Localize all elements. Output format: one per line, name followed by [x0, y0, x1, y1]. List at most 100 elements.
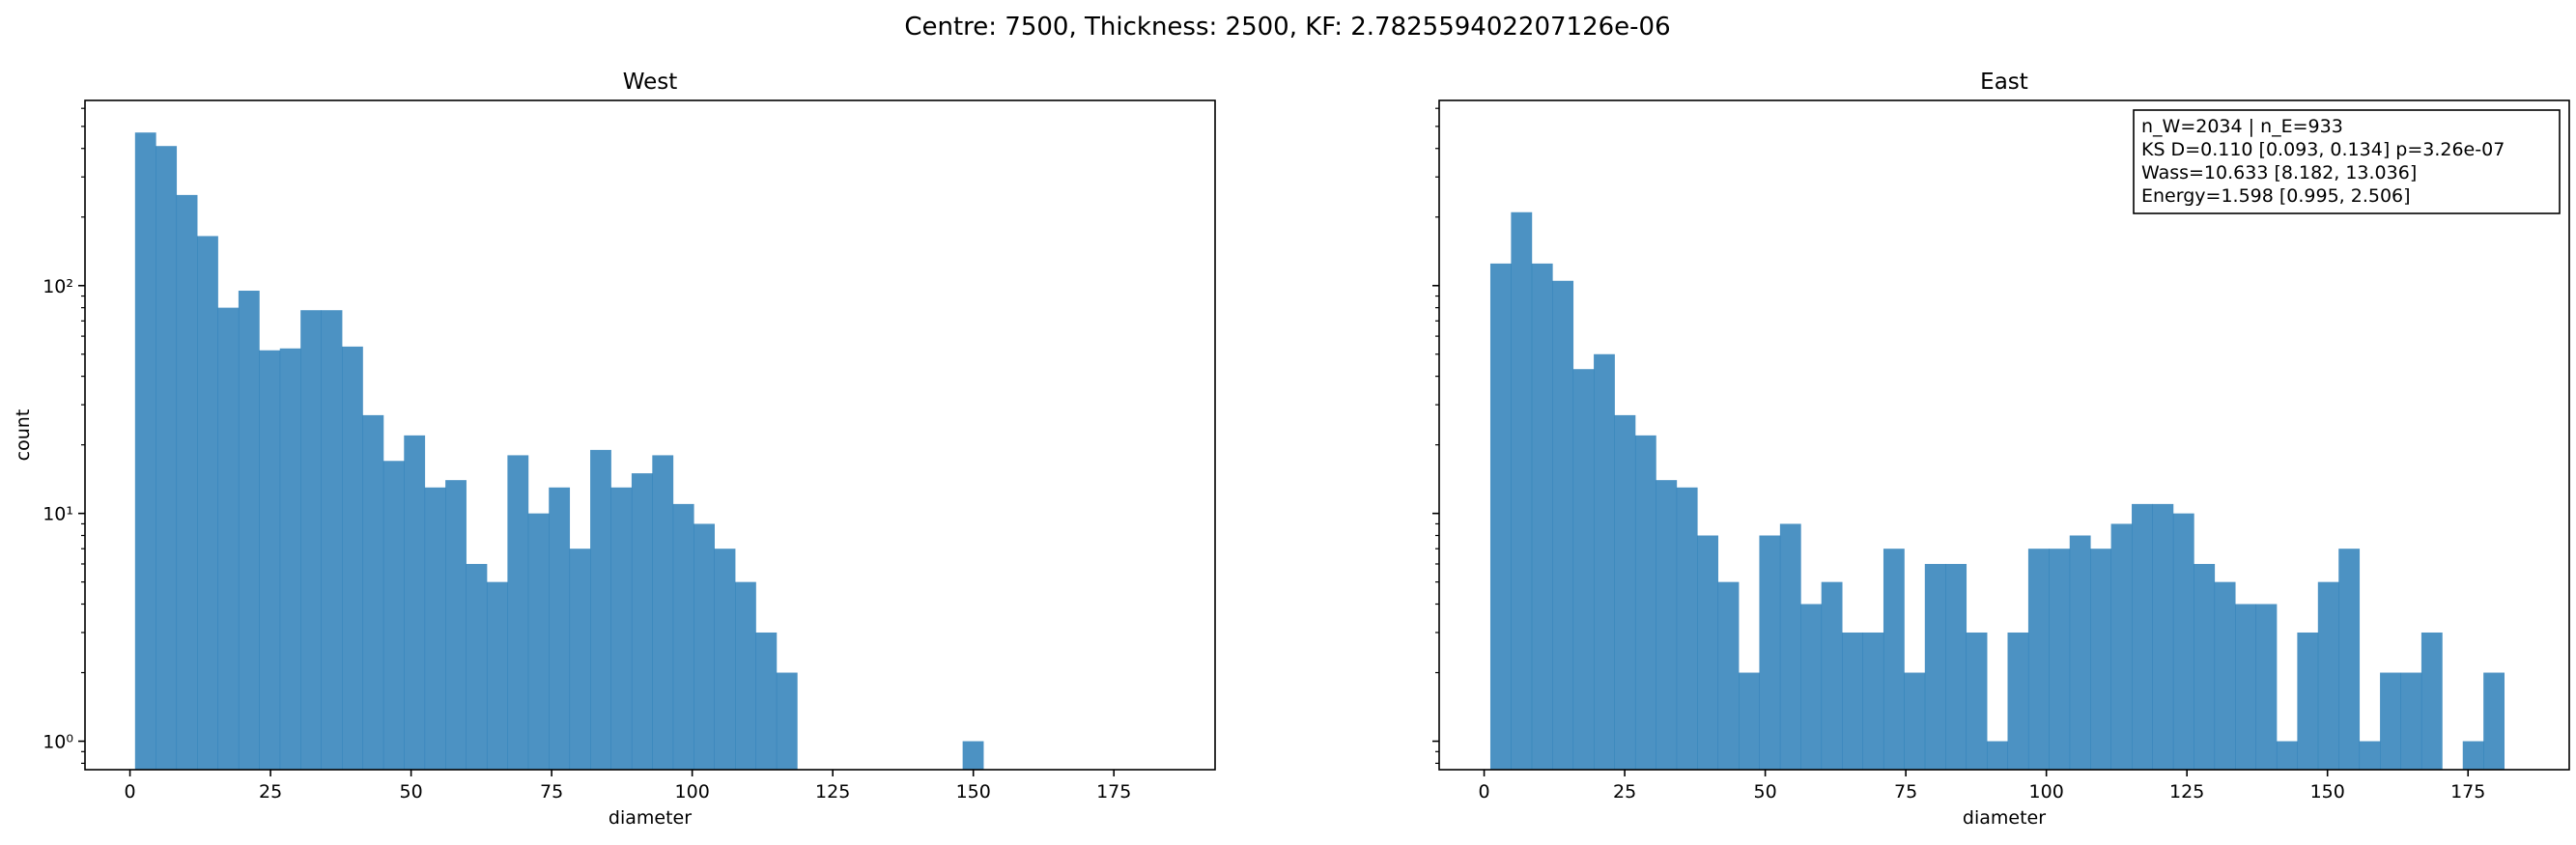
- west-bars: [134, 132, 984, 771]
- west-bar: [527, 513, 550, 770]
- west-bar: [445, 480, 467, 770]
- east-bar: [1842, 632, 1863, 770]
- stats-line-wass: Wass=10.633 [8.182, 13.036]: [2141, 162, 2417, 183]
- east-bar: [1717, 581, 1740, 770]
- west-x-tick-label: 75: [540, 781, 563, 803]
- west-bar: [466, 563, 488, 770]
- west-bar: [962, 741, 984, 770]
- east-bar: [2027, 549, 2050, 770]
- east-bar: [2462, 741, 2484, 770]
- west-bar: [610, 487, 633, 770]
- east-bar: [2214, 581, 2236, 770]
- figure-suptitle: Centre: 7500, Thickness: 2500, KF: 2.782…: [904, 13, 1670, 42]
- west-bar: [176, 194, 198, 770]
- west-y-tick-label: 10¹: [42, 504, 73, 525]
- east-bar: [1572, 369, 1595, 770]
- east-bar: [1531, 263, 1553, 770]
- east-bar: [1904, 672, 1926, 770]
- east-bar: [2297, 632, 2319, 770]
- east-x-tick-label: 0: [1479, 781, 1490, 803]
- east-bar: [1511, 211, 1533, 770]
- east-axes-frame: [1438, 99, 2570, 771]
- east-bar: [2172, 513, 2194, 770]
- east-bar: [2152, 503, 2174, 770]
- west-bar: [652, 455, 674, 770]
- east-bar: [1759, 535, 1781, 770]
- east-x-axis: 0 25 50 75 100 125 150 175: [1479, 770, 2485, 803]
- west-y-label: count: [13, 409, 34, 462]
- west-title: West: [623, 70, 678, 95]
- east-bar: [1634, 435, 1656, 770]
- east-bar: [1821, 581, 1843, 770]
- east-x-tick-label: 175: [2450, 781, 2485, 803]
- east-bar: [2090, 549, 2111, 770]
- east-bar: [1656, 480, 1678, 770]
- west-x-tick-label: 100: [675, 781, 710, 803]
- west-bar: [134, 132, 156, 771]
- stats-line-counts: n_W=2034 | n_E=933: [2141, 116, 2343, 137]
- west-bar: [362, 414, 384, 770]
- east-x-tick-label: 25: [1613, 781, 1636, 803]
- east-bar: [2380, 672, 2401, 770]
- west-bar: [156, 146, 178, 770]
- stats-line-energy: Energy=1.598 [0.995, 2.506]: [2141, 185, 2411, 207]
- west-x-axis: 0 25 50 75 100 125 150 175: [125, 770, 1131, 803]
- stats-line-ks: KS D=0.110 [0.093, 0.134] p=3.26e-07: [2141, 139, 2505, 160]
- west-bar: [300, 310, 322, 770]
- east-bar: [2359, 741, 2381, 770]
- stats-annotation-box: n_W=2034 | n_E=933 KS D=0.110 [0.093, 0.…: [2133, 109, 2561, 214]
- east-bar: [1779, 523, 1801, 770]
- east-bar: [2276, 741, 2298, 770]
- west-bar: [238, 291, 260, 770]
- east-bar: [2338, 549, 2361, 770]
- west-bar: [755, 632, 778, 770]
- west-x-tick-label: 25: [259, 781, 282, 803]
- west-bar: [321, 310, 343, 770]
- east-bar: [2069, 535, 2091, 770]
- west-bar: [631, 473, 653, 770]
- east-bar: [1882, 549, 1905, 770]
- east-bar: [1676, 487, 1698, 770]
- east-bar: [1697, 535, 1718, 770]
- west-histogram-panel: 10⁰ 10¹ 10² 0 25 50 75 100 125 150 175 West diame…: [13, 70, 1216, 829]
- west-axes-frame: [84, 99, 1216, 771]
- east-bar: [1614, 414, 1636, 770]
- west-x-label: diameter: [609, 807, 692, 829]
- east-bar: [2255, 604, 2278, 770]
- west-bar: [714, 549, 736, 770]
- west-bar: [549, 487, 571, 770]
- east-x-tick-label: 150: [2310, 781, 2345, 803]
- west-bar: [342, 346, 363, 770]
- east-x-tick-label: 125: [2169, 781, 2204, 803]
- east-bar: [1987, 741, 2008, 770]
- west-bar: [486, 581, 508, 770]
- east-x-label: diameter: [1963, 807, 2046, 829]
- west-y-tick-label: 10⁰: [42, 732, 73, 753]
- west-x-tick-label: 125: [815, 781, 850, 803]
- west-x-tick-label: 50: [400, 781, 423, 803]
- east-bars: [1489, 211, 2505, 770]
- east-bar: [2132, 503, 2153, 770]
- west-bar: [590, 449, 611, 770]
- east-bar: [2110, 523, 2133, 770]
- west-bar: [259, 350, 281, 770]
- west-bar: [569, 549, 591, 770]
- east-x-tick-label: 75: [1894, 781, 1917, 803]
- stats-annotation-frame: [2133, 109, 2561, 214]
- west-bar: [424, 487, 446, 770]
- west-x-tick-label: 150: [956, 781, 991, 803]
- east-bar: [2194, 563, 2216, 770]
- east-bar: [2049, 549, 2071, 770]
- east-bar: [1924, 563, 1946, 770]
- west-x-tick-label: 0: [125, 781, 136, 803]
- east-histogram-panel: 0 25 50 75 100 125 150 175 East diameter n_W=20…: [1432, 70, 2570, 829]
- east-bar: [1862, 632, 1884, 770]
- west-bar: [382, 461, 405, 770]
- east-bar: [2317, 581, 2339, 770]
- west-bar: [672, 503, 694, 770]
- east-bar: [1800, 604, 1823, 770]
- west-bar: [694, 523, 715, 770]
- west-bar: [279, 348, 301, 770]
- west-x-tick-label: 175: [1096, 781, 1131, 803]
- west-bar: [507, 455, 529, 770]
